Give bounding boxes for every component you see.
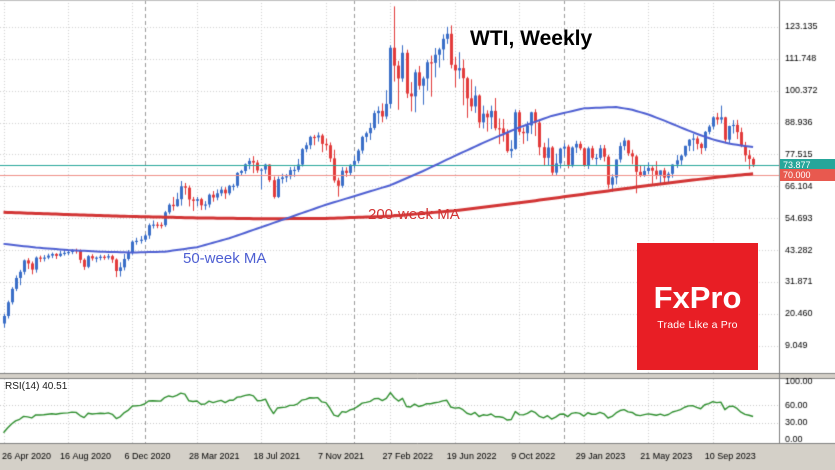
fxpro-logo: FxPro Trade Like a Pro: [637, 243, 758, 370]
chart-title: WTI, Weekly: [470, 27, 593, 50]
current-price-badge: 73.877: [780, 158, 835, 171]
hline-price-badge: 70.000: [780, 169, 835, 182]
ma200-label: 200-week MA: [368, 206, 460, 223]
ma50-label: 50-week MA: [183, 250, 267, 267]
fxpro-logo-text: FxPro: [653, 280, 742, 315]
fxpro-tagline: Trade Like a Pro: [657, 319, 738, 331]
rsi-indicator-label: RSI(14) 40.51: [5, 381, 68, 392]
